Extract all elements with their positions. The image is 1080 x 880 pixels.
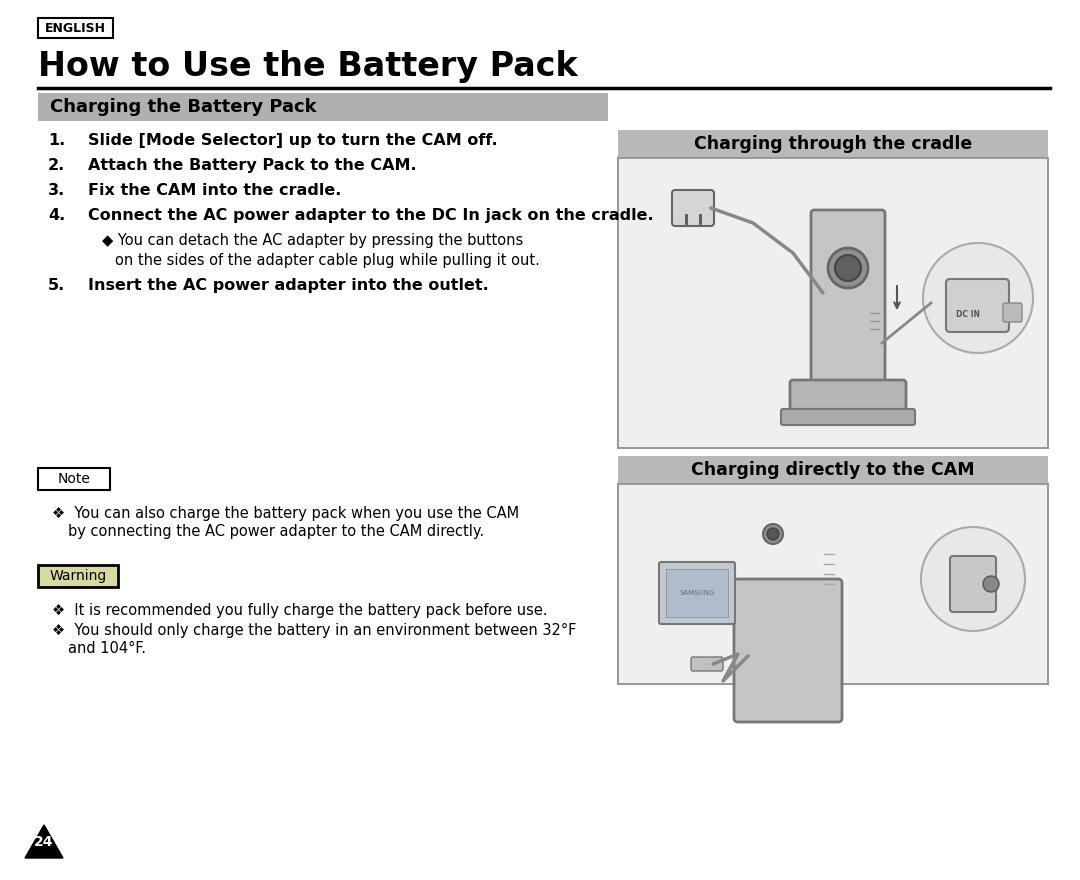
Text: 5.: 5. (48, 278, 65, 293)
Circle shape (921, 527, 1025, 631)
Text: DC IN: DC IN (956, 310, 980, 319)
Text: Charging directly to the CAM: Charging directly to the CAM (691, 461, 975, 479)
Circle shape (923, 243, 1032, 353)
FancyBboxPatch shape (789, 380, 906, 414)
FancyBboxPatch shape (781, 409, 915, 425)
Circle shape (983, 576, 999, 592)
Text: Warning: Warning (50, 569, 107, 583)
Text: 4.: 4. (48, 208, 65, 223)
Text: Note: Note (57, 472, 91, 486)
Circle shape (828, 248, 868, 288)
Text: ❖  It is recommended you fully charge the battery pack before use.: ❖ It is recommended you fully charge the… (52, 603, 548, 618)
Text: by connecting the AC power adapter to the CAM directly.: by connecting the AC power adapter to th… (68, 524, 484, 539)
Text: Fix the CAM into the cradle.: Fix the CAM into the cradle. (87, 183, 341, 198)
FancyBboxPatch shape (734, 579, 842, 722)
Text: How to Use the Battery Pack: How to Use the Battery Pack (38, 50, 578, 83)
FancyBboxPatch shape (691, 657, 723, 671)
Text: Slide [Mode Selector] up to turn the CAM off.: Slide [Mode Selector] up to turn the CAM… (87, 133, 498, 148)
FancyBboxPatch shape (1003, 303, 1022, 322)
Text: 1.: 1. (48, 133, 65, 148)
Text: ENGLISH: ENGLISH (45, 21, 106, 34)
Text: Insert the AC power adapter into the outlet.: Insert the AC power adapter into the out… (87, 278, 489, 293)
Text: Charging the Battery Pack: Charging the Battery Pack (50, 98, 316, 116)
Text: 3.: 3. (48, 183, 65, 198)
Circle shape (835, 255, 861, 281)
Circle shape (767, 528, 779, 540)
FancyBboxPatch shape (38, 18, 113, 38)
Text: Connect the AC power adapter to the DC In jack on the cradle.: Connect the AC power adapter to the DC I… (87, 208, 653, 223)
FancyBboxPatch shape (618, 158, 1048, 448)
Polygon shape (25, 825, 63, 858)
FancyBboxPatch shape (620, 160, 1047, 446)
Text: and 104°F.: and 104°F. (68, 641, 146, 656)
Text: ❖  You should only charge the battery in an environment between 32°F: ❖ You should only charge the battery in … (52, 623, 577, 638)
Text: Charging through the cradle: Charging through the cradle (693, 135, 972, 153)
Text: on the sides of the adapter cable plug while pulling it out.: on the sides of the adapter cable plug w… (114, 253, 540, 268)
Text: 2.: 2. (48, 158, 65, 173)
FancyBboxPatch shape (618, 484, 1048, 684)
FancyBboxPatch shape (946, 279, 1009, 332)
FancyBboxPatch shape (659, 562, 735, 624)
Text: SAMSUNG: SAMSUNG (679, 590, 715, 596)
Text: Attach the Battery Pack to the CAM.: Attach the Battery Pack to the CAM. (87, 158, 417, 173)
FancyBboxPatch shape (38, 565, 118, 587)
Text: 24: 24 (35, 835, 54, 849)
FancyBboxPatch shape (811, 210, 885, 386)
FancyBboxPatch shape (38, 468, 110, 490)
FancyBboxPatch shape (666, 569, 728, 617)
FancyBboxPatch shape (950, 556, 996, 612)
Circle shape (762, 524, 783, 544)
Text: ◆ You can detach the AC adapter by pressing the buttons: ◆ You can detach the AC adapter by press… (102, 233, 523, 248)
FancyBboxPatch shape (618, 456, 1048, 484)
FancyBboxPatch shape (620, 486, 1047, 682)
FancyBboxPatch shape (672, 190, 714, 226)
Text: ❖  You can also charge the battery pack when you use the CAM: ❖ You can also charge the battery pack w… (52, 506, 519, 521)
FancyBboxPatch shape (38, 93, 608, 121)
FancyBboxPatch shape (618, 130, 1048, 158)
